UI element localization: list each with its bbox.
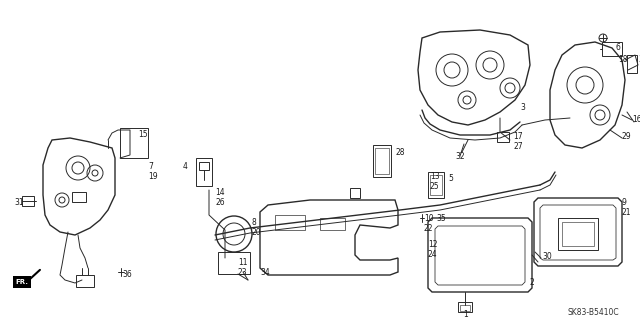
Text: 32: 32	[455, 152, 465, 161]
Text: 7: 7	[148, 162, 153, 171]
Text: 35: 35	[436, 214, 445, 223]
Text: 10: 10	[424, 214, 434, 223]
Text: 31: 31	[14, 198, 24, 207]
Text: 19: 19	[148, 172, 157, 181]
Text: 30: 30	[542, 252, 552, 261]
Bar	[627, 55, 637, 73]
Text: 12: 12	[428, 240, 438, 249]
Bar	[460, 305, 470, 311]
Text: 11: 11	[238, 258, 248, 267]
Bar	[602, 42, 622, 56]
Text: FR.: FR.	[15, 279, 29, 285]
Bar	[428, 172, 444, 198]
Text: 1: 1	[463, 310, 468, 319]
Text: 21: 21	[621, 208, 630, 217]
Text: 34: 34	[260, 268, 269, 277]
Bar	[22, 196, 34, 206]
Bar	[350, 188, 360, 198]
Text: 27: 27	[513, 142, 523, 151]
Text: 5: 5	[448, 174, 453, 183]
Bar	[373, 145, 391, 177]
Text: SK83-B5410C: SK83-B5410C	[568, 308, 620, 317]
Bar	[375, 148, 389, 174]
Text: 23: 23	[238, 268, 248, 277]
Bar	[196, 158, 212, 186]
Text: 26: 26	[215, 198, 225, 207]
Text: 16: 16	[632, 115, 640, 124]
Bar	[458, 302, 472, 312]
Bar	[218, 252, 250, 274]
Text: 15: 15	[138, 130, 148, 139]
Bar	[430, 175, 442, 195]
Text: 22: 22	[424, 224, 433, 233]
Bar	[72, 192, 86, 202]
Bar	[562, 222, 594, 246]
Text: 33: 33	[638, 55, 640, 64]
Bar	[320, 218, 345, 230]
Bar	[558, 218, 598, 250]
Text: 25: 25	[430, 182, 440, 191]
Text: 24: 24	[428, 250, 438, 259]
Text: 36: 36	[122, 270, 132, 279]
Text: 6: 6	[615, 43, 620, 52]
Text: 28: 28	[395, 148, 404, 157]
Text: 13: 13	[430, 172, 440, 181]
Bar	[497, 132, 509, 142]
Text: 29: 29	[622, 132, 632, 141]
Bar	[76, 275, 94, 287]
Text: 17: 17	[513, 132, 523, 141]
Text: 9: 9	[621, 198, 626, 207]
Text: 2: 2	[530, 278, 535, 287]
Text: 4: 4	[183, 162, 188, 171]
Bar	[275, 215, 305, 230]
Text: 20: 20	[252, 228, 262, 237]
Text: 18: 18	[618, 55, 627, 64]
Bar	[199, 162, 209, 170]
Text: 8: 8	[252, 218, 257, 227]
Text: 14: 14	[215, 188, 225, 197]
Bar	[120, 128, 148, 158]
Text: 3: 3	[520, 103, 525, 112]
